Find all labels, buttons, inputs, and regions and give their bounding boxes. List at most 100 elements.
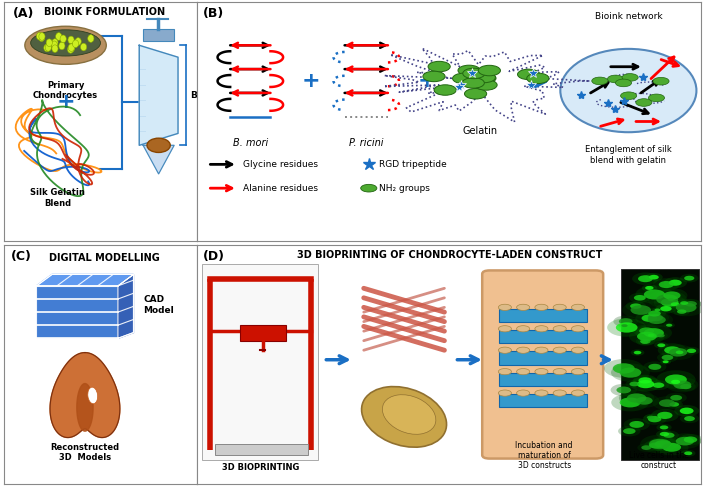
Circle shape <box>616 386 631 394</box>
Circle shape <box>73 40 79 48</box>
Circle shape <box>657 353 678 363</box>
Text: Bioink: Bioink <box>190 91 221 100</box>
Circle shape <box>553 347 566 353</box>
FancyBboxPatch shape <box>499 394 587 407</box>
Circle shape <box>68 46 74 53</box>
Text: +: + <box>302 71 320 91</box>
FancyBboxPatch shape <box>499 351 587 364</box>
Polygon shape <box>77 383 93 431</box>
Circle shape <box>676 303 697 312</box>
Circle shape <box>644 290 665 299</box>
Circle shape <box>553 390 566 396</box>
Circle shape <box>684 451 692 455</box>
Circle shape <box>633 375 657 386</box>
Circle shape <box>517 368 529 375</box>
Circle shape <box>361 184 377 192</box>
Circle shape <box>428 61 450 72</box>
Circle shape <box>648 380 669 390</box>
Circle shape <box>634 295 646 301</box>
Circle shape <box>642 284 657 292</box>
Text: 3D BIOPRINTING OF CHONDROCYTE-LADEN CONSTRUCT: 3D BIOPRINTING OF CHONDROCYTE-LADEN CONS… <box>297 250 602 260</box>
Circle shape <box>653 382 664 388</box>
Circle shape <box>623 428 636 434</box>
Circle shape <box>660 432 669 436</box>
Circle shape <box>630 303 642 309</box>
Circle shape <box>663 360 668 363</box>
Circle shape <box>642 445 651 450</box>
Circle shape <box>647 290 687 309</box>
Circle shape <box>668 378 684 386</box>
Circle shape <box>668 298 674 301</box>
Circle shape <box>478 65 501 76</box>
Circle shape <box>687 348 696 353</box>
Text: Incubation and
maturation of
3D constructs: Incubation and maturation of 3D construc… <box>515 441 573 470</box>
Text: B. mori: B. mori <box>233 138 268 148</box>
Circle shape <box>535 390 548 396</box>
Circle shape <box>616 322 637 332</box>
Circle shape <box>630 382 639 386</box>
Circle shape <box>649 94 665 102</box>
Circle shape <box>660 425 668 430</box>
Circle shape <box>535 347 548 353</box>
Circle shape <box>641 312 673 328</box>
Text: P. ricini: P. ricini <box>349 138 384 148</box>
FancyBboxPatch shape <box>37 286 118 338</box>
Circle shape <box>645 332 657 338</box>
Polygon shape <box>37 275 133 286</box>
Circle shape <box>657 334 665 337</box>
Circle shape <box>611 394 649 411</box>
Text: RGD tripeptide: RGD tripeptide <box>379 160 446 169</box>
Circle shape <box>639 328 654 334</box>
Circle shape <box>671 380 680 384</box>
Text: Gelatin: Gelatin <box>462 126 497 136</box>
Circle shape <box>637 443 655 452</box>
Circle shape <box>636 324 672 342</box>
Circle shape <box>662 345 694 360</box>
Ellipse shape <box>382 395 436 434</box>
Circle shape <box>655 440 671 448</box>
FancyBboxPatch shape <box>215 444 308 455</box>
Circle shape <box>640 339 651 344</box>
Circle shape <box>620 398 641 407</box>
Circle shape <box>87 35 94 42</box>
Circle shape <box>678 434 703 445</box>
Circle shape <box>674 405 699 417</box>
Circle shape <box>663 292 680 299</box>
Text: Silk Gelatin
Blend: Silk Gelatin Blend <box>30 188 85 208</box>
Circle shape <box>644 328 664 338</box>
Circle shape <box>629 293 651 303</box>
Circle shape <box>656 370 696 389</box>
Circle shape <box>553 368 566 375</box>
Circle shape <box>517 390 529 396</box>
Circle shape <box>623 418 650 431</box>
Circle shape <box>615 79 632 87</box>
Circle shape <box>619 323 630 328</box>
Text: Entanglement of silk
blend with gelatin: Entanglement of silk blend with gelatin <box>585 145 672 165</box>
Circle shape <box>630 305 651 315</box>
Ellipse shape <box>30 30 101 56</box>
Circle shape <box>670 302 680 306</box>
Circle shape <box>648 311 661 316</box>
Circle shape <box>634 351 642 354</box>
Circle shape <box>684 276 694 280</box>
Circle shape <box>517 69 540 80</box>
Text: +: + <box>417 71 436 91</box>
Circle shape <box>475 80 497 90</box>
Circle shape <box>498 347 511 353</box>
Circle shape <box>644 440 667 451</box>
Circle shape <box>621 324 627 327</box>
Circle shape <box>572 390 584 396</box>
Circle shape <box>673 308 690 315</box>
Circle shape <box>52 45 58 52</box>
Circle shape <box>680 301 688 305</box>
Circle shape <box>635 285 674 304</box>
Circle shape <box>663 277 687 288</box>
Circle shape <box>630 421 644 428</box>
Circle shape <box>654 342 668 348</box>
Text: (A): (A) <box>13 7 35 20</box>
Circle shape <box>643 414 667 425</box>
Circle shape <box>462 68 485 79</box>
Circle shape <box>39 33 45 40</box>
Circle shape <box>649 364 661 370</box>
Circle shape <box>611 364 650 382</box>
